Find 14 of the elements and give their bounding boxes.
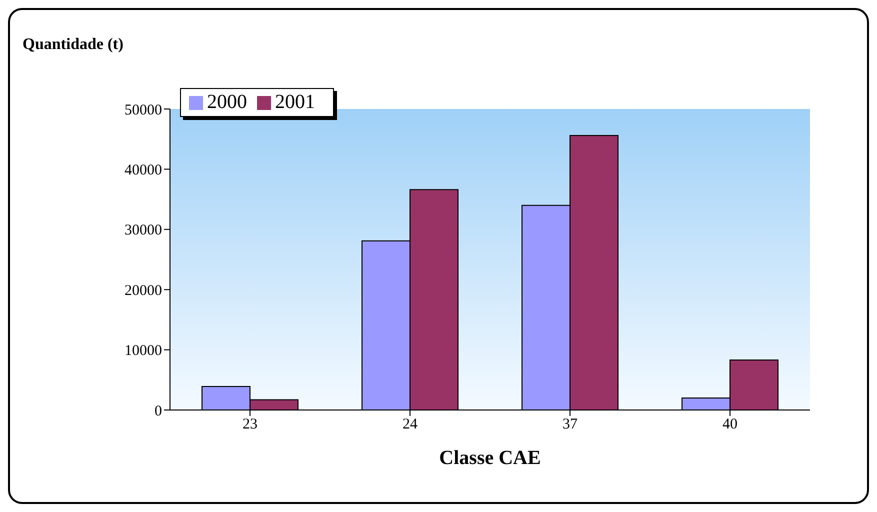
x-tick-label: 24: [402, 416, 418, 433]
x-axis-title: Classe CAE: [439, 447, 541, 469]
y-tick-label: 0: [154, 403, 162, 420]
x-tick-label: 40: [722, 416, 738, 433]
legend-label: 2000: [207, 91, 247, 113]
y-tick-label: 30000: [124, 222, 162, 239]
y-tick-label: 10000: [124, 343, 162, 360]
y-tick-label: 50000: [124, 102, 162, 118]
text: 2001: [275, 91, 315, 113]
x-tick-label: 23: [242, 416, 258, 433]
y-axis-title: Quantidade (t): [22, 35, 124, 55]
y-tick-label: 40000: [124, 162, 162, 179]
y-tick-label: 20000: [124, 282, 162, 299]
x-tick-label: 37: [562, 416, 578, 433]
